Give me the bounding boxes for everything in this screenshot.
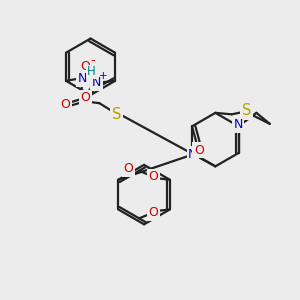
Text: O: O <box>61 98 70 111</box>
Text: O: O <box>80 91 90 104</box>
Text: N: N <box>78 72 87 85</box>
Text: O: O <box>148 170 158 183</box>
Text: N: N <box>233 118 243 131</box>
Text: O: O <box>148 206 158 219</box>
Text: O: O <box>194 143 204 157</box>
Text: N: N <box>188 148 197 161</box>
Text: +: + <box>99 71 107 81</box>
Text: S: S <box>112 107 121 122</box>
Text: -: - <box>90 54 95 67</box>
Text: S: S <box>242 103 251 118</box>
Text: N: N <box>92 76 101 89</box>
Text: O: O <box>123 162 133 175</box>
Text: O: O <box>80 60 90 74</box>
Text: H: H <box>87 65 96 79</box>
